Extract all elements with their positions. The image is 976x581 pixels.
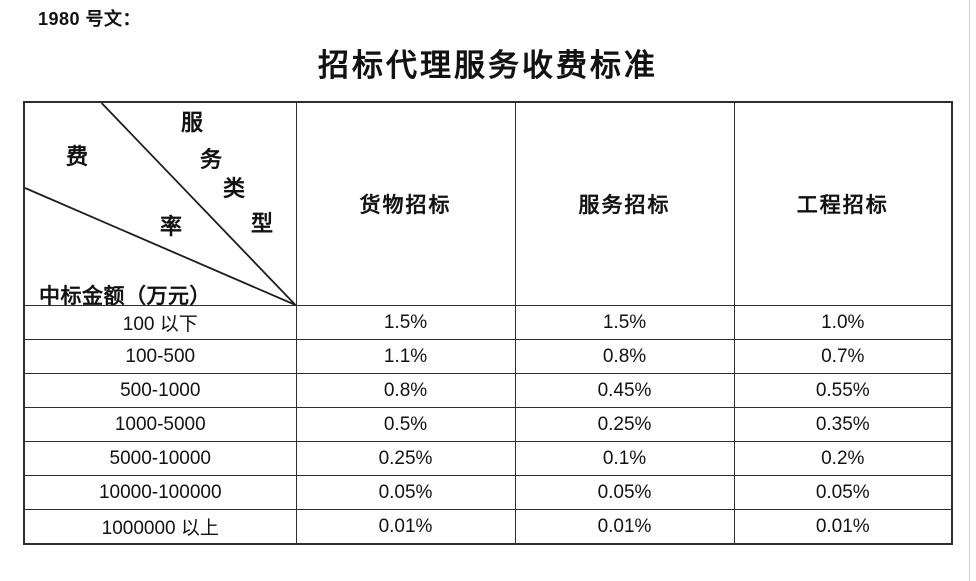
rate-cell: 0.25% xyxy=(514,407,735,442)
doc-number-label: 1980 号文： xyxy=(38,9,142,29)
rate-cell: 0.5% xyxy=(295,407,516,442)
amount-range-cell: 100-500 xyxy=(23,339,297,374)
table-row: 1000000 以上 0.01% 0.01% 0.01% xyxy=(23,509,953,545)
corner-label-rate-char-1: 费 xyxy=(66,144,89,169)
rate-cell: 0.1% xyxy=(514,441,735,476)
table-row: 1000-5000 0.5% 0.25% 0.35% xyxy=(23,407,953,442)
amount-range-cell: 1000-5000 xyxy=(23,407,297,442)
rate-cell: 0.8% xyxy=(295,373,516,408)
rate-cell: 0.01% xyxy=(733,509,953,545)
corner-label-amount: 中标金额（万元） xyxy=(39,284,211,306)
rate-cell: 0.2% xyxy=(733,441,953,476)
rate-cell: 1.5% xyxy=(295,305,516,340)
table-row: 100 以下 1.5% 1.5% 1.0% xyxy=(23,305,953,340)
table-row: 5000-10000 0.25% 0.1% 0.2% xyxy=(23,441,953,476)
page-edge-line xyxy=(969,0,970,581)
amount-range-cell: 5000-10000 xyxy=(23,441,297,476)
fee-table: 服 务 类 型 费 率 中标金额（万元） 货物招标 服务招标 工程招标 100 … xyxy=(23,101,953,545)
table-row: 500-1000 0.8% 0.45% 0.55% xyxy=(23,373,953,408)
rate-cell: 0.7% xyxy=(733,339,953,374)
amount-range-cell: 10000-100000 xyxy=(23,475,297,510)
amount-range-cell: 100 以下 xyxy=(23,305,297,340)
rate-cell: 0.8% xyxy=(514,339,735,374)
rate-cell: 0.05% xyxy=(295,475,516,510)
table-row: 100-500 1.1% 0.8% 0.7% xyxy=(23,339,953,374)
amount-range-cell: 500-1000 xyxy=(23,373,297,408)
rate-cell: 1.1% xyxy=(295,339,516,374)
rate-cell: 1.5% xyxy=(514,305,735,340)
table-row: 10000-100000 0.05% 0.05% 0.05% xyxy=(23,475,953,510)
page-title: 招标代理服务收费标准 xyxy=(318,48,658,83)
column-header-works-bidding: 工程招标 xyxy=(733,101,953,306)
rate-cell: 0.25% xyxy=(295,441,516,476)
corner-label-service-char-3: 类 xyxy=(223,176,246,201)
table-header-row: 服 务 类 型 费 率 中标金额（万元） 货物招标 服务招标 工程招标 xyxy=(23,101,953,306)
corner-label-service-char-4: 型 xyxy=(251,211,274,236)
diagonal-divider-lines xyxy=(25,103,295,305)
rate-cell: 0.01% xyxy=(295,509,516,545)
rate-cell: 0.55% xyxy=(733,373,953,408)
corner-label-rate-char-2: 率 xyxy=(160,214,183,239)
rate-cell: 0.35% xyxy=(733,407,953,442)
corner-label-service-char-1: 服 xyxy=(181,110,204,135)
corner-header-cell: 服 务 类 型 费 率 中标金额（万元） xyxy=(23,101,297,306)
corner-label-service-char-2: 务 xyxy=(200,147,223,172)
rate-cell: 1.0% xyxy=(733,305,953,340)
rate-cell: 0.45% xyxy=(514,373,735,408)
amount-range-cell: 1000000 以上 xyxy=(23,509,297,545)
rate-cell: 0.01% xyxy=(514,509,735,545)
column-header-goods-bidding: 货物招标 xyxy=(295,101,516,306)
rate-cell: 0.05% xyxy=(733,475,953,510)
rate-cell: 0.05% xyxy=(514,475,735,510)
column-header-service-bidding: 服务招标 xyxy=(514,101,735,306)
